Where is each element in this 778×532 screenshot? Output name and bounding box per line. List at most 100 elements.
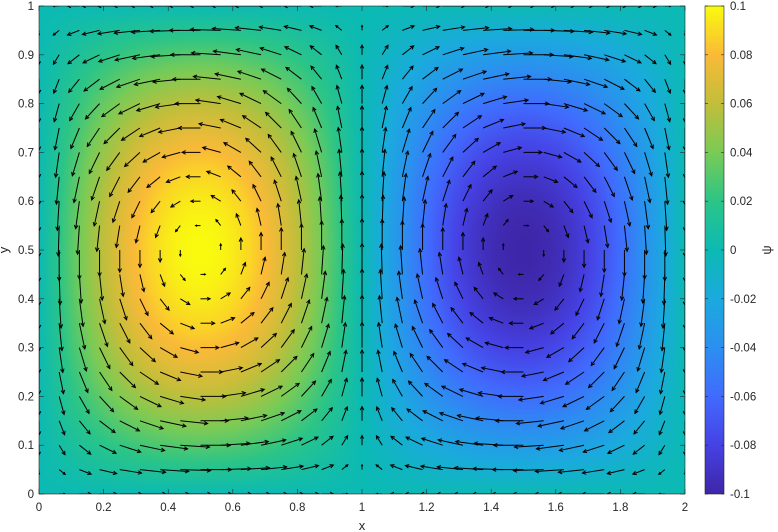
quiver-arrow <box>664 6 673 8</box>
quiver-arrow <box>644 54 657 65</box>
quiver-arrow <box>462 115 483 129</box>
quiver-arrow <box>174 101 201 106</box>
quiver-arrow <box>442 111 460 129</box>
quiver-arrow <box>99 78 120 90</box>
quiver-arrow <box>423 382 444 397</box>
quiver-arrow <box>395 296 403 324</box>
quiver-arrow <box>537 420 564 428</box>
quiver-arrow <box>422 130 434 153</box>
quiver-arrow <box>523 150 543 155</box>
quiver-arrow <box>78 347 88 373</box>
quiver-arrow <box>664 127 671 151</box>
quiver-arrow <box>644 176 652 204</box>
quiver-arrow <box>644 201 651 230</box>
quiver-arrow <box>219 242 223 250</box>
quiver-arrow <box>252 183 262 202</box>
quiver-arrow <box>99 298 107 325</box>
quiver-arrow <box>39 347 42 375</box>
quiver-arrow <box>543 200 555 208</box>
quiver-arrow <box>235 47 262 56</box>
quiver-arrow <box>321 435 334 446</box>
quiver-arrow <box>391 406 403 422</box>
quiver-arrow <box>278 226 284 250</box>
quiver-arrow <box>283 46 302 56</box>
quiver-arrow <box>513 444 544 450</box>
quiver-arrow <box>335 44 343 56</box>
quiver-arrow <box>401 85 413 104</box>
quiver-arrow <box>442 89 462 105</box>
quiver-arrow <box>559 420 585 430</box>
quiver-arrow <box>240 439 270 446</box>
quiver-arrow <box>321 323 330 348</box>
quiver-arrow <box>603 127 621 145</box>
quiver-arrow <box>657 492 665 494</box>
quiver-arrow <box>138 127 161 138</box>
quiver-arrow <box>285 66 302 80</box>
quiver-arrow <box>222 142 242 153</box>
quiver-arrow <box>39 420 42 437</box>
quiver-arrow <box>99 444 118 454</box>
quiver-arrow <box>563 176 578 189</box>
quiver-arrow <box>137 250 143 269</box>
quiver-arrow <box>483 72 510 80</box>
quiver-arrow <box>313 127 323 153</box>
quiver-arrow <box>288 108 302 129</box>
quiver-arrow <box>488 316 504 324</box>
quiver-arrow <box>420 437 443 446</box>
quiver-arrow <box>434 276 444 299</box>
quiver-arrow <box>422 175 430 202</box>
quiver-arrow <box>462 47 489 56</box>
quiver-arrow <box>179 274 186 282</box>
quiver-arrow <box>200 320 216 326</box>
quiver-arrow <box>161 151 181 159</box>
quiver-arrow <box>682 225 685 258</box>
quiver-arrow <box>188 6 221 9</box>
quiver-arrow <box>483 6 514 9</box>
quiver-arrow <box>664 103 672 123</box>
quiver-arrow <box>619 274 625 302</box>
quiver-arrow <box>462 25 490 31</box>
quiver-arrow <box>174 225 181 233</box>
quiver-arrow <box>411 325 424 348</box>
quiver-arrow <box>114 225 121 249</box>
quiver-arrow <box>316 172 323 202</box>
quiver-arrow <box>633 420 646 435</box>
quiver-arrow <box>39 250 42 283</box>
quiver-arrow <box>603 225 610 249</box>
quiver-arrow <box>281 464 305 471</box>
quiver-arrow <box>119 420 141 432</box>
quiver-arrow <box>604 54 627 63</box>
quiver-arrow <box>453 491 484 494</box>
quiver-arrow <box>683 469 685 476</box>
quiver-arrow <box>255 207 262 226</box>
quiver-arrow <box>535 444 564 451</box>
quiver-arrow <box>359 348 365 372</box>
y-tick-label: 0.5 <box>18 245 34 257</box>
quiver-arrow <box>664 176 670 206</box>
x-tick-label: 0.2 <box>96 502 112 514</box>
quiver-arrow <box>240 362 263 373</box>
quiver-arrow <box>314 149 323 177</box>
quiver-arrow <box>280 355 298 373</box>
x-tick-label: 2 <box>682 502 688 514</box>
quiver-arrow <box>581 250 587 269</box>
quiver-arrow <box>337 148 343 177</box>
quiver-arrow <box>321 491 335 494</box>
quiver-arrow <box>404 491 423 494</box>
quiver-arrow <box>148 6 181 9</box>
quiver-arrow <box>558 444 585 453</box>
quiver-arrow <box>563 127 586 138</box>
quiver-arrow <box>482 188 493 202</box>
quiver-arrow <box>114 54 141 62</box>
quiver-arrow <box>582 444 605 454</box>
quiver-arrow <box>39 54 41 66</box>
quiver-arrow <box>280 302 292 324</box>
quiver-arrow <box>341 349 348 373</box>
quiver-arrow <box>517 395 544 402</box>
quiver-arrow <box>177 125 201 131</box>
quiver-arrow <box>563 151 582 163</box>
quiver-arrow <box>624 54 642 64</box>
quiver-arrow <box>321 464 335 471</box>
quiver-arrow <box>139 491 168 494</box>
quiver-arrow <box>258 25 282 31</box>
